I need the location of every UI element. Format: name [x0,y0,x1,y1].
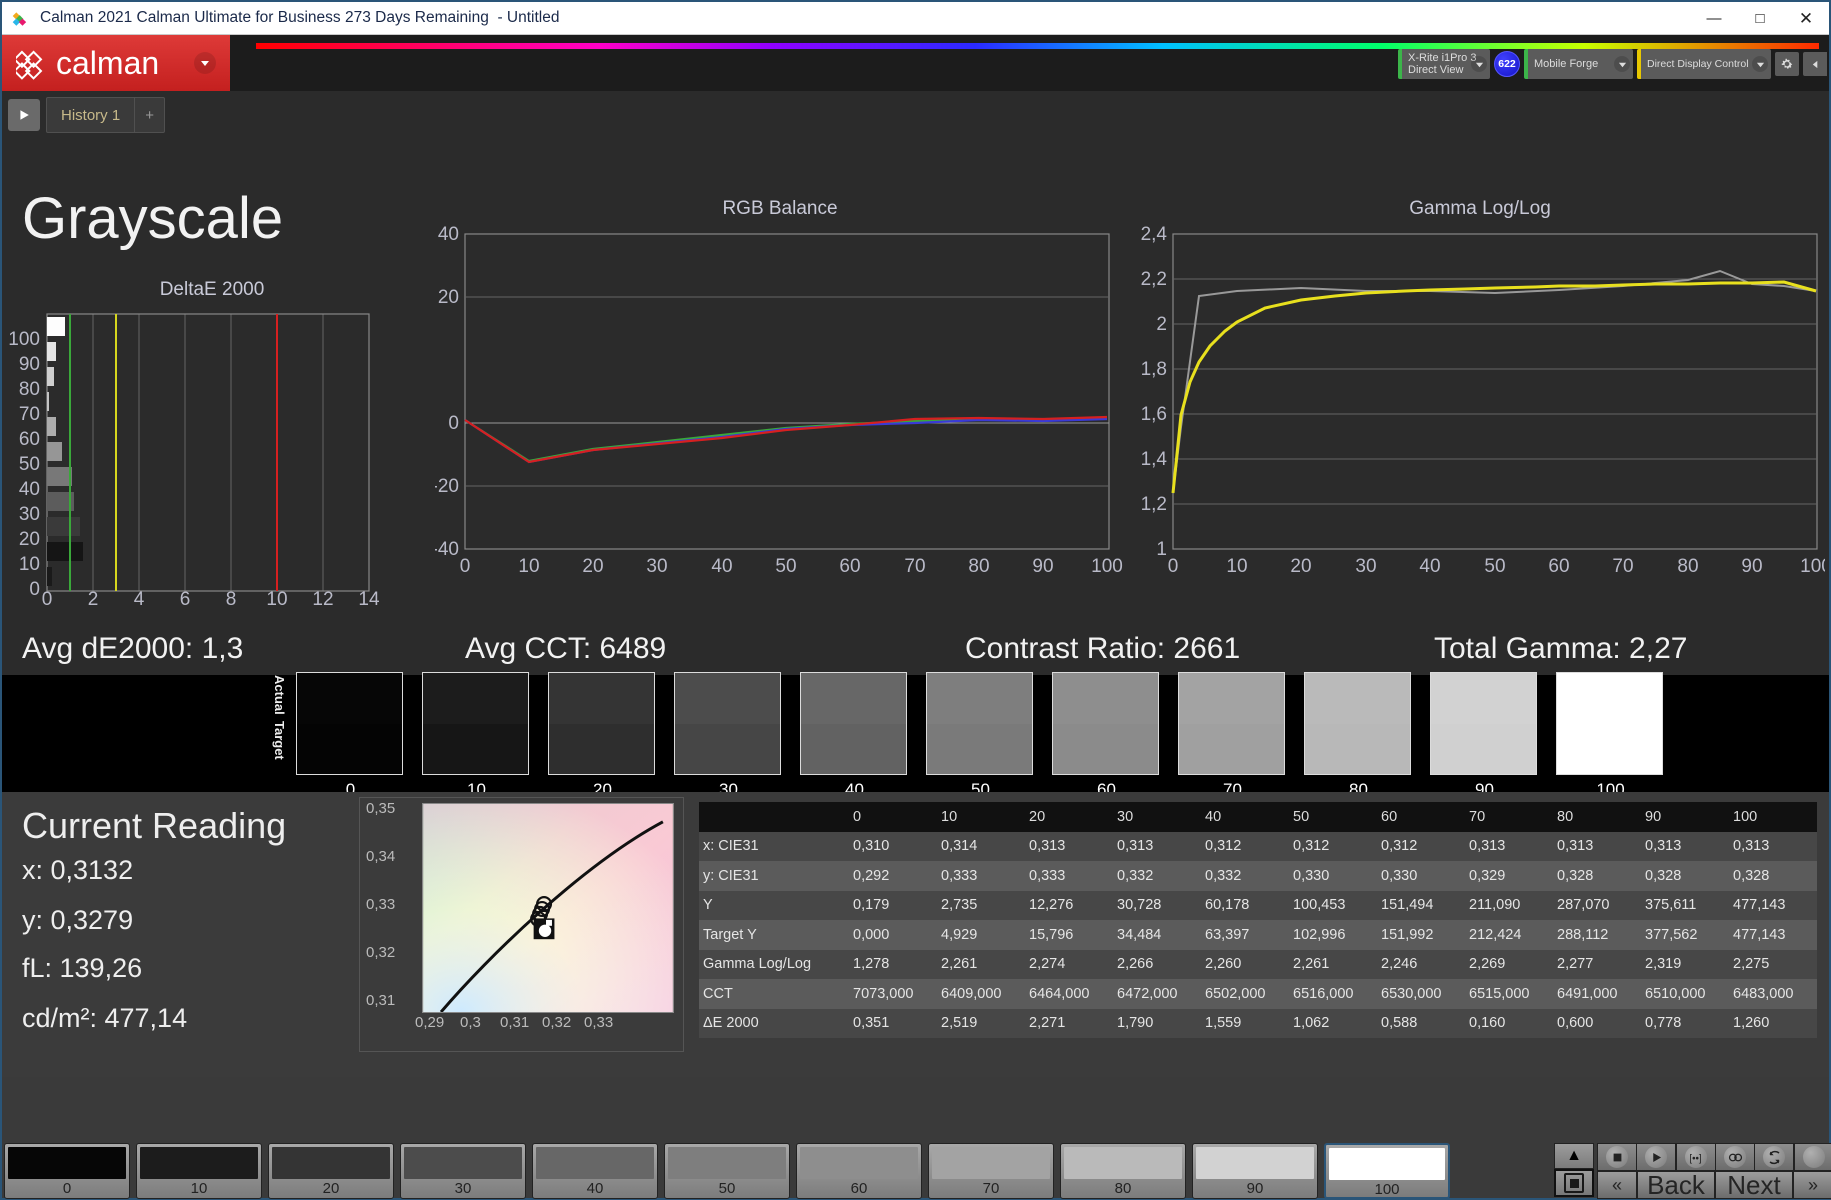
svg-text:12: 12 [312,589,333,610]
svg-text:100: 100 [1091,556,1123,577]
svg-text:20: 20 [19,529,40,550]
svg-text:20: 20 [1290,556,1311,577]
svg-text:10: 10 [266,589,287,610]
svg-text:Gamma Log/Log: Gamma Log/Log [1409,198,1551,219]
svg-text:30: 30 [19,504,40,525]
svg-text:40: 40 [438,224,459,245]
svg-text:RGB Balance: RGB Balance [722,198,837,219]
svg-text:2: 2 [1156,314,1167,335]
svg-text:2: 2 [88,589,99,610]
svg-text:1,6: 1,6 [1141,404,1167,425]
svg-text:10: 10 [1226,556,1247,577]
svg-text:80: 80 [968,556,989,577]
svg-text:70: 70 [904,556,925,577]
svg-text:60: 60 [839,556,860,577]
svg-text:90: 90 [1741,556,1762,577]
svg-text:2,2: 2,2 [1141,269,1167,290]
svg-text:60: 60 [1548,556,1569,577]
svg-text:[••]: [••] [1690,1153,1703,1164]
svg-text:80: 80 [19,379,40,400]
svg-text:20: 20 [582,556,603,577]
svg-text:70: 70 [1612,556,1633,577]
svg-text:50: 50 [19,454,40,475]
svg-text:10: 10 [19,554,40,575]
svg-text:0: 0 [42,589,53,610]
svg-text:100: 100 [8,329,40,350]
svg-text:40: 40 [711,556,732,577]
svg-text:0: 0 [29,579,40,600]
svg-text:1,4: 1,4 [1141,449,1168,470]
svg-text:DeltaE 2000: DeltaE 2000 [160,279,265,300]
svg-text:0: 0 [448,413,459,434]
svg-text:50: 50 [1484,556,1505,577]
svg-text:0: 0 [460,556,471,577]
svg-text:14: 14 [358,589,380,610]
svg-text:40: 40 [1419,556,1440,577]
svg-text:1,2: 1,2 [1141,494,1167,515]
svg-text:2,4: 2,4 [1141,224,1168,245]
svg-text:30: 30 [1355,556,1376,577]
svg-text:4: 4 [134,589,145,610]
svg-text:40: 40 [19,479,40,500]
svg-text:20: 20 [438,287,459,308]
svg-text:-40: -40 [435,539,459,560]
svg-text:1,8: 1,8 [1141,359,1167,380]
svg-text:30: 30 [646,556,667,577]
svg-text:10: 10 [518,556,539,577]
svg-text:80: 80 [1677,556,1698,577]
svg-text:60: 60 [19,429,40,450]
svg-text:0: 0 [1168,556,1179,577]
svg-text:6: 6 [180,589,191,610]
svg-text:1: 1 [1156,539,1167,560]
svg-text:50: 50 [775,556,796,577]
svg-text:100: 100 [1800,556,1825,577]
svg-text:70: 70 [19,404,40,425]
svg-text:90: 90 [1032,556,1053,577]
svg-text:8: 8 [226,589,237,610]
svg-text:-20: -20 [435,476,459,497]
svg-text:90: 90 [19,354,40,375]
